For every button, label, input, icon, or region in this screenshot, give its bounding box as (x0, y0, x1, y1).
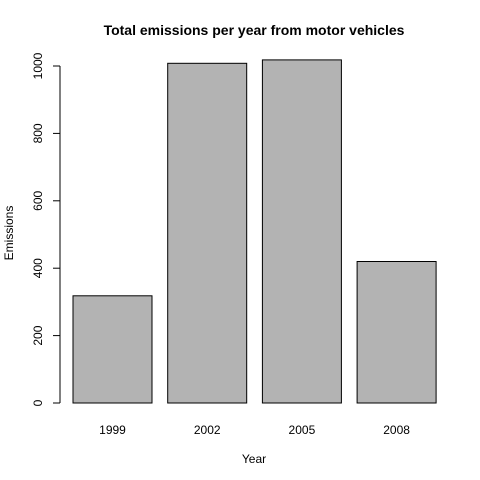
y-axis-label: Emissions (2, 206, 16, 261)
bar-2002 (167, 62, 248, 404)
x-tick-label-2005: 2005 (289, 423, 316, 437)
y-axis: 0 200 400 600 800 1000 (31, 52, 61, 406)
chart-title: Total emissions per year from motor vehi… (104, 22, 405, 38)
x-tick-label-2008: 2008 (383, 423, 410, 437)
y-tick-label: 800 (31, 123, 45, 143)
y-tick-label: 200 (31, 325, 45, 345)
x-axis-tick-labels: 1999 2002 2005 2008 (99, 423, 410, 437)
y-tick-label: 400 (31, 258, 45, 278)
bar-2005 (261, 59, 342, 404)
bars (72, 59, 437, 404)
y-tick-label: 0 (31, 399, 45, 406)
x-tick-label-1999: 1999 (99, 423, 126, 437)
x-axis-label: Year (242, 452, 266, 466)
bar-1999 (72, 295, 153, 404)
y-tick-label: 600 (31, 190, 45, 210)
y-tick-label: 1000 (31, 52, 45, 79)
bar-2008 (356, 261, 437, 404)
x-tick-label-2002: 2002 (194, 423, 221, 437)
